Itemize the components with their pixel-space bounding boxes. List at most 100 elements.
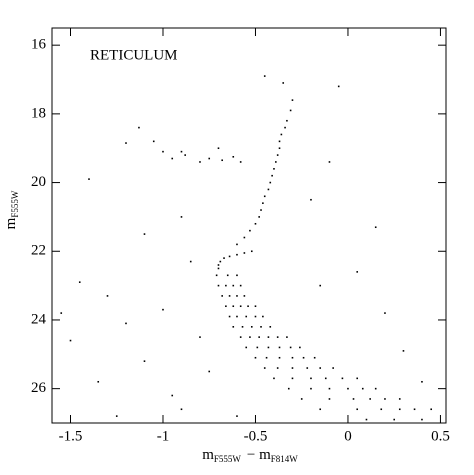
point	[221, 159, 223, 162]
point	[225, 284, 227, 287]
point	[254, 356, 257, 359]
chart-title: RETICULUM	[90, 47, 178, 63]
point	[243, 236, 246, 239]
point	[347, 387, 349, 390]
point	[217, 264, 220, 266]
point	[278, 147, 281, 150]
point	[78, 281, 81, 283]
point	[430, 408, 433, 411]
point	[217, 267, 220, 270]
point	[225, 305, 227, 308]
point	[374, 226, 377, 229]
x-label-sub: F814W	[271, 454, 299, 464]
point	[138, 126, 140, 129]
point	[125, 142, 127, 144]
point	[276, 154, 279, 156]
point	[221, 295, 223, 297]
point	[171, 157, 174, 160]
x-tick-label: -1	[157, 428, 170, 444]
point	[247, 305, 249, 308]
point	[232, 284, 235, 287]
x-tick-label: 0	[344, 428, 352, 444]
point	[421, 380, 423, 383]
point	[273, 168, 275, 170]
point	[286, 119, 288, 122]
point	[232, 156, 235, 158]
point	[199, 161, 201, 163]
point	[319, 408, 322, 411]
point	[289, 346, 292, 349]
x-axis-label: mF555W − mF814W	[202, 447, 298, 464]
point	[398, 398, 401, 400]
point	[106, 295, 109, 297]
point	[356, 377, 359, 380]
point	[223, 257, 225, 259]
point	[239, 305, 242, 308]
point	[313, 356, 316, 359]
point	[254, 315, 257, 318]
point	[184, 154, 186, 156]
point	[271, 174, 273, 177]
y-tick-label: 20	[31, 174, 46, 190]
point	[384, 398, 386, 400]
point	[286, 336, 288, 338]
y-axis-label: mF555W	[3, 190, 20, 229]
point	[258, 216, 260, 218]
point	[228, 255, 231, 258]
point	[278, 356, 281, 359]
point	[256, 346, 259, 349]
point	[267, 188, 270, 191]
point	[299, 346, 301, 349]
y-tick-label: 26	[31, 380, 47, 396]
point	[300, 398, 303, 400]
point	[319, 284, 322, 287]
point	[228, 295, 231, 297]
point	[341, 377, 344, 380]
x-label-sub: F555W	[214, 454, 242, 464]
point	[254, 305, 257, 308]
plot-frame	[51, 27, 447, 424]
point	[245, 346, 248, 349]
point	[249, 229, 251, 232]
point	[239, 161, 242, 163]
point	[199, 336, 201, 338]
point	[258, 336, 260, 338]
point	[280, 133, 283, 136]
point	[393, 418, 396, 421]
point	[267, 336, 270, 338]
point	[236, 243, 238, 246]
point	[232, 326, 235, 328]
y-tick-label: 18	[31, 105, 46, 121]
x-tick-label: 0.5	[431, 428, 450, 444]
point	[263, 367, 266, 369]
point	[278, 140, 281, 143]
point	[208, 370, 211, 373]
point	[232, 305, 235, 308]
point	[162, 308, 164, 311]
point	[310, 387, 312, 390]
point	[143, 233, 146, 235]
point	[162, 150, 164, 153]
point	[374, 387, 377, 390]
point	[306, 367, 309, 369]
point	[239, 336, 242, 338]
point	[189, 260, 192, 263]
point	[310, 377, 312, 380]
point	[369, 398, 371, 400]
point	[226, 274, 229, 277]
point	[276, 367, 279, 369]
point	[380, 408, 383, 411]
point	[421, 418, 423, 421]
point	[275, 161, 277, 163]
point	[180, 408, 183, 411]
point	[254, 222, 257, 225]
point	[260, 209, 262, 211]
point	[243, 252, 246, 254]
point	[236, 274, 238, 277]
point	[282, 82, 285, 84]
point	[302, 356, 305, 359]
point	[276, 336, 279, 338]
point	[250, 326, 253, 328]
point	[217, 147, 220, 150]
